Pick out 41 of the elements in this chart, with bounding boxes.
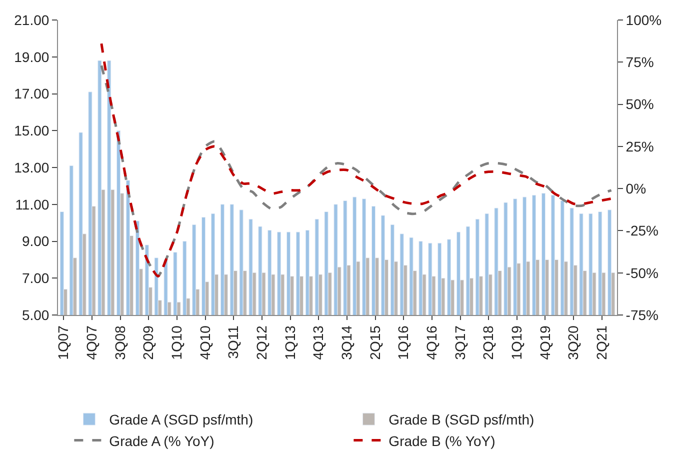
y2-tick-label: -50% [626,264,658,281]
x-tick-label: 1Q16 [395,325,412,360]
x-tick-label: 3Q14 [338,325,354,360]
y-tick-label: 17.00 [14,86,50,102]
y-tick-label: 5.00 [22,306,50,323]
y-tick-label: 7.00 [22,270,50,286]
x-tick-label: 3Q11 [225,325,242,359]
x-tick-label: 1Q13 [282,325,298,360]
x-tick-label: 4Q19 [536,325,553,360]
y2-tick-label: 0% [626,180,646,196]
x-tick-label: 1Q19 [508,325,524,360]
x-tick-label: 3Q20 [565,325,582,360]
legend-label: Grade B (% YoY) [388,432,496,449]
x-tick-label: 2Q18 [480,325,496,360]
legend-label: Grade B (SGD psf/mth) [388,412,534,428]
x-tick-label: 1Q07 [55,325,72,360]
x-tick-label: 2Q21 [593,325,610,360]
y2-tick-label: -25% [626,222,658,239]
y-tick-label: 21.00 [14,12,50,28]
x-tick-label: 4Q10 [196,325,213,360]
x-tick-label: 4Q07 [84,325,100,360]
y-tick-label: 15.00 [14,122,50,139]
x-tick-label: 4Q16 [423,325,440,360]
x-tick-label: 2Q15 [366,325,383,360]
y-tick-label: 19.00 [14,48,50,65]
legend-label: Grade A (SGD psf/mth) [109,412,254,428]
legend-label: Grade A (% YoY) [109,432,214,449]
x-tick-label: 3Q08 [112,325,128,360]
y2-tick-label: 75% [626,54,654,70]
y2-tick-label: 50% [626,96,654,112]
x-tick-label: 3Q17 [452,325,468,360]
y-tick-label: 11.00 [15,196,50,212]
y2-tick-label: 100% [626,12,662,28]
y2-tick-label: 25% [626,138,654,154]
x-tick-label: 1Q10 [168,325,185,360]
y-tick-label: 13.00 [14,159,50,176]
y2-tick-label: -75% [626,306,658,323]
x-tick-label: 2Q12 [254,325,270,360]
x-tick-label: 2Q09 [140,325,156,360]
x-tick-label: 4Q13 [310,325,326,360]
y-tick-label: 9.00 [22,233,50,250]
